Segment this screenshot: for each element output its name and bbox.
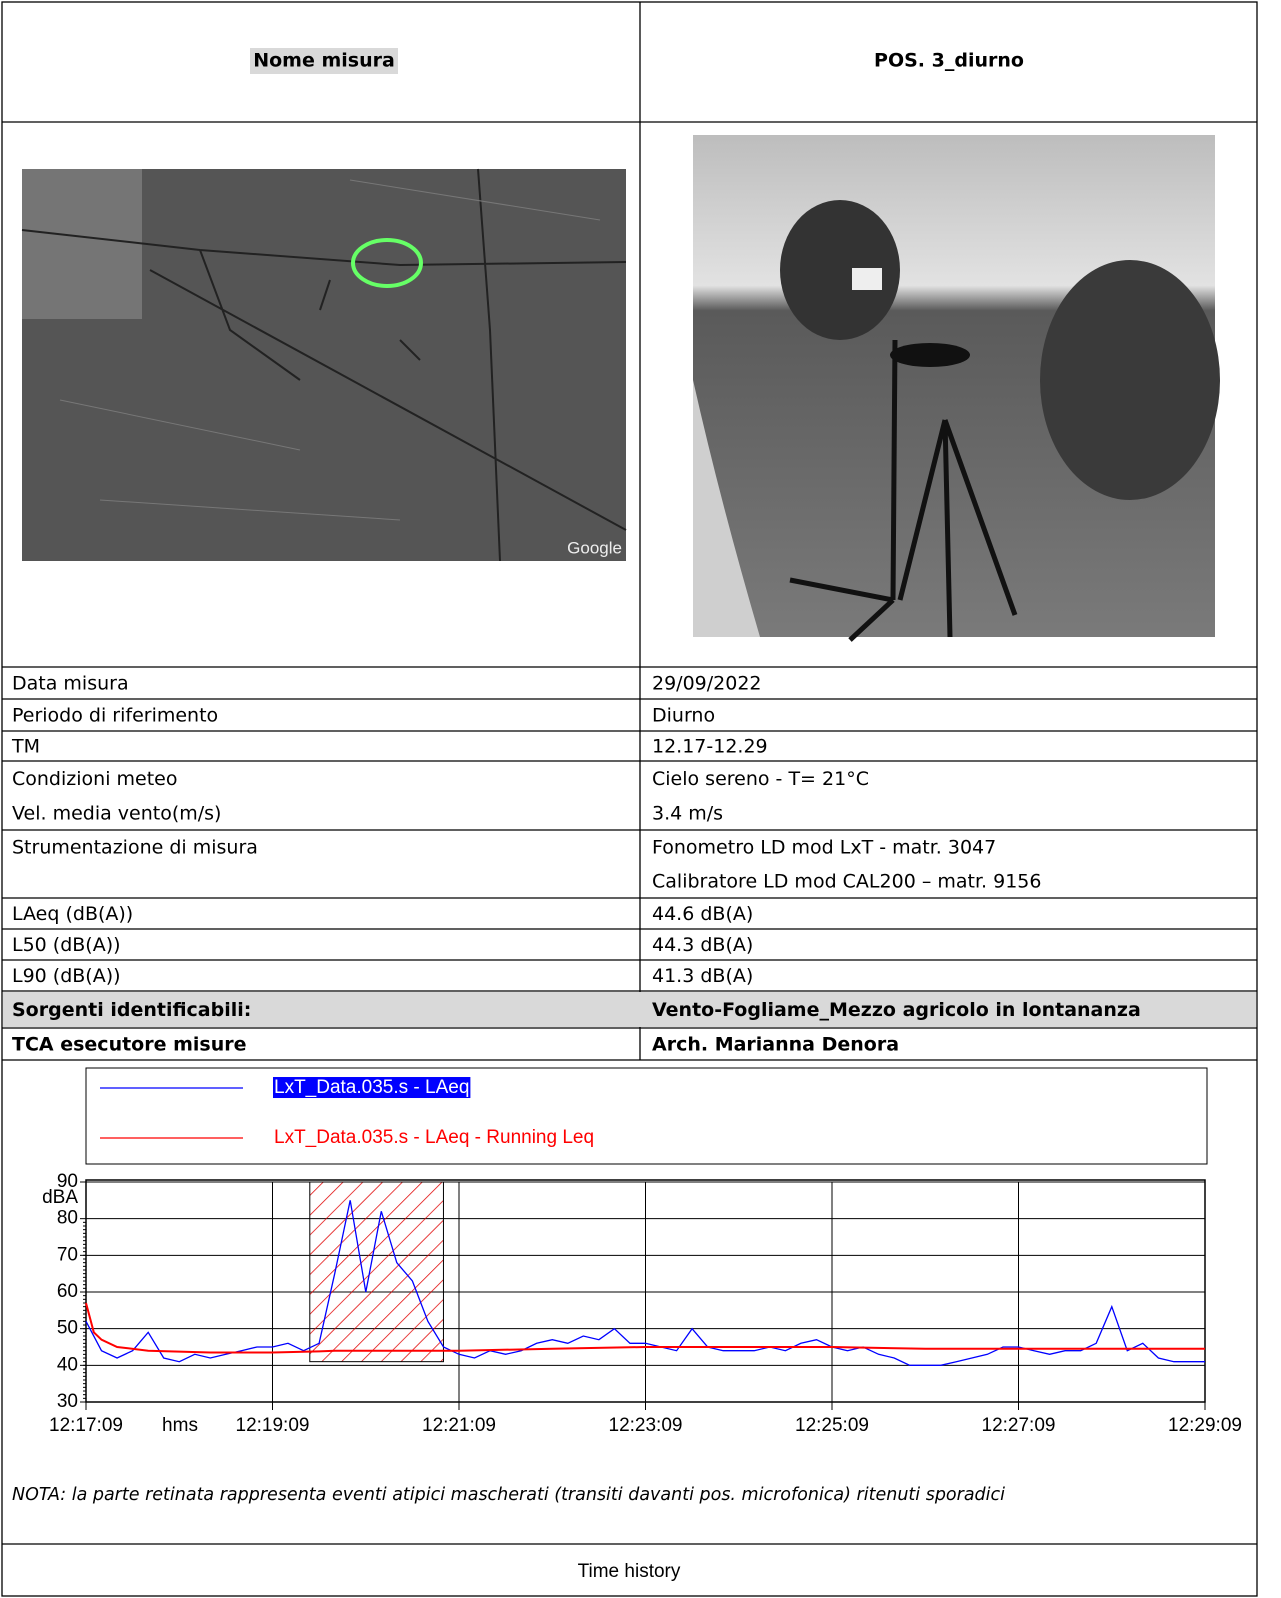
y-axis-label: dBA — [42, 1187, 78, 1208]
cell-label: Vel. media vento(m/s) — [12, 802, 221, 824]
cell-value: Fonometro LD mod LxT - matr. 3047 — [652, 837, 996, 859]
x-tick-label: 12:23:09 — [609, 1415, 683, 1436]
x-tick-label: 12:29:09 — [1168, 1415, 1242, 1436]
x-tick-label: 12:19:09 — [236, 1415, 310, 1436]
legend-box — [86, 1068, 1207, 1164]
x-axis-label: hms — [162, 1415, 198, 1436]
caption: Time history — [578, 1561, 681, 1582]
map-watermark: Google — [567, 538, 622, 557]
y-tick-label: 80 — [57, 1208, 78, 1229]
x-tick-label: 12:17:09 — [49, 1415, 123, 1436]
cell-label: Condizioni meteo — [12, 768, 177, 790]
y-tick-label: 70 — [57, 1244, 78, 1265]
document: Nome misura POS. 3_diurno Google Data mi… — [0, 0, 1281, 1598]
cell-value: Vento-Fogliame_Mezzo agricolo in lontana… — [652, 999, 1141, 1021]
cell-label: TM — [11, 736, 40, 758]
y-tick-label: 50 — [57, 1318, 78, 1339]
cell-value: Cielo sereno - T= 21°C — [652, 768, 869, 790]
x-tick-label: 12:21:09 — [422, 1415, 496, 1436]
masked-region — [310, 1182, 444, 1362]
cell-label: Sorgenti identificabili: — [12, 999, 251, 1021]
note: NOTA: la parte retinata rappresenta even… — [12, 1485, 1005, 1505]
site-photo — [693, 135, 1220, 640]
x-tick-label: 12:27:09 — [982, 1415, 1056, 1436]
cell-value: 44.3 dB(A) — [652, 934, 753, 956]
cell-value: Diurno — [652, 705, 715, 727]
cell-label: TCA esecutore misure — [12, 1034, 247, 1056]
cell-label: Data misura — [12, 673, 129, 695]
y-tick-label: 40 — [57, 1354, 78, 1375]
cell-label: L90 (dB(A)) — [12, 965, 121, 987]
cell-value: 12.17-12.29 — [652, 736, 768, 758]
cell-value: Calibratore LD mod CAL200 – matr. 9156 — [652, 871, 1041, 893]
cell-label: LAeq (dB(A)) — [12, 903, 133, 925]
cell-value: 29/09/2022 — [652, 673, 762, 695]
cell-value: Arch. Marianna Denora — [652, 1034, 899, 1056]
legend-label: LxT_Data.035.s - LAeq — [274, 1077, 469, 1098]
y-tick-label: 60 — [57, 1281, 78, 1302]
header-value: POS. 3_diurno — [874, 50, 1024, 72]
cell-value: 44.6 dB(A) — [652, 903, 753, 925]
cell-value: 41.3 dB(A) — [652, 965, 753, 987]
header-label: Nome misura — [253, 50, 395, 72]
map-image: Google — [22, 169, 626, 561]
x-tick-label: 12:25:09 — [795, 1415, 869, 1436]
cell-label: Strumentazione di misura — [12, 837, 258, 859]
cell-label: L50 (dB(A)) — [12, 934, 121, 956]
cell-label: Periodo di riferimento — [12, 705, 218, 727]
y-tick-label: 30 — [57, 1391, 78, 1412]
legend-label: LxT_Data.035.s - LAeq - Running Leq — [274, 1127, 594, 1148]
cell-value: 3.4 m/s — [652, 802, 723, 824]
